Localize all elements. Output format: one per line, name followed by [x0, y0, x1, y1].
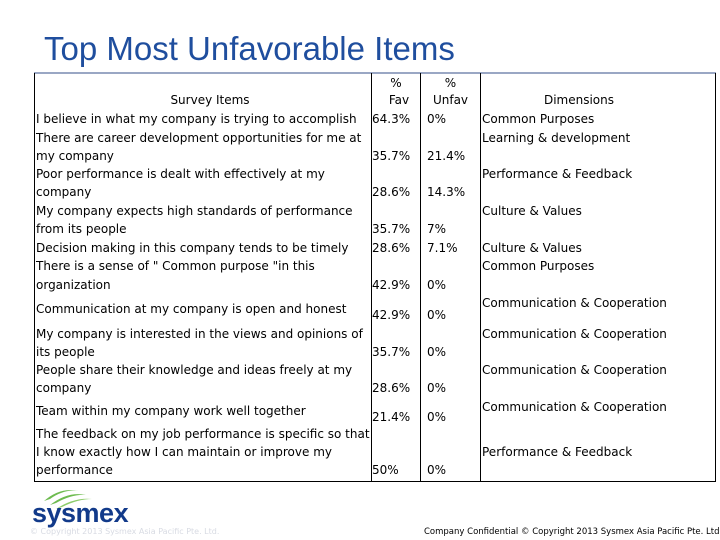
survey-item-text: People share their knowledge and ideas f…: [36, 363, 353, 377]
survey-item-text: its people: [36, 345, 95, 359]
header-fav: Fav: [388, 93, 410, 107]
survey-item-text: Poor performance is dealt with effective…: [36, 167, 325, 181]
logo-wordmark: sysmex: [32, 498, 129, 528]
dimension-text: Culture & Values: [482, 204, 582, 218]
survey-item-text: organization: [36, 278, 111, 292]
fav-value: 42.9%: [372, 308, 411, 322]
survey-item-text: company: [36, 185, 92, 199]
column-divider-unfav-dimensions: [480, 73, 481, 482]
survey-table: [34, 73, 716, 482]
faint-footer-text: © Copyright 2013 Sysmex Asia Pacific Pte…: [30, 527, 220, 536]
fav-value: 28.6%: [372, 381, 411, 395]
fav-value: 28.6%: [372, 185, 411, 199]
unfav-value: 0%: [427, 381, 447, 395]
header-dimensions: Dimensions: [543, 93, 615, 107]
dimension-text: Performance & Feedback: [482, 445, 633, 459]
sysmex-logo-icon: [44, 490, 92, 509]
fav-value: 50%: [372, 463, 399, 477]
dimension-text: Common Purposes: [482, 112, 595, 126]
fav-value: 35.7%: [372, 149, 411, 163]
survey-item-text: I believe in what my company is trying t…: [36, 112, 357, 126]
unfav-value: 0%: [427, 345, 447, 359]
header-survey-items: Survey Items: [170, 93, 250, 107]
slide-title: Top Most Unfavorable Items: [44, 30, 455, 67]
survey-item-text: There is a sense of " Common purpose "in…: [36, 259, 315, 273]
column-divider-fav-unfav: [420, 73, 421, 482]
survey-item-text: I know exactly how I can maintain or imp…: [36, 445, 332, 459]
unfav-value: 0%: [427, 308, 447, 322]
dimension-text: Learning & development: [482, 131, 631, 145]
unfav-value: 0%: [427, 278, 447, 292]
dimension-text: Communication & Cooperation: [482, 363, 667, 377]
header-unfav-percent: %: [444, 76, 457, 90]
survey-item-text: There are career development opportuniti…: [36, 131, 362, 145]
survey-item-text: company: [36, 381, 92, 395]
header-fav-percent: %: [390, 76, 402, 90]
dimension-text: Communication & Cooperation: [482, 400, 667, 414]
fav-value: 42.9%: [372, 278, 411, 292]
unfav-value: 0%: [427, 463, 447, 477]
fav-value: 21.4%: [372, 410, 411, 424]
survey-item-text: Team within my company work well togethe…: [36, 404, 306, 418]
unfav-value: 7.1%: [427, 241, 458, 255]
survey-item-text: Decision making in this company tends to…: [36, 241, 349, 255]
header-unfav: Unfav: [432, 93, 469, 107]
unfav-value: 0%: [427, 112, 447, 126]
unfav-value: 0%: [427, 410, 447, 424]
dimension-text: Performance & Feedback: [482, 167, 633, 181]
dimension-text: Culture & Values: [482, 241, 582, 255]
survey-item-text: my company: [36, 149, 114, 163]
dimension-text: Common Purposes: [482, 259, 595, 273]
fav-value: 35.7%: [372, 222, 411, 236]
column-divider-items-fav: [371, 73, 372, 482]
dimension-text: Communication & Cooperation: [482, 296, 667, 310]
unfav-value: 21.4%: [427, 149, 466, 163]
survey-item-text: from its people: [36, 222, 127, 236]
survey-item-text: My company expects high standards of per…: [36, 204, 353, 218]
survey-item-text: My company is interested in the views an…: [36, 327, 363, 341]
fav-value: 64.3%: [372, 112, 411, 126]
fav-value: 28.6%: [372, 241, 411, 255]
dimension-text: Communication & Cooperation: [482, 327, 667, 341]
title-underline: [34, 72, 716, 74]
fav-value: 35.7%: [372, 345, 411, 359]
survey-item-text: The feedback on my job performance is sp…: [36, 427, 370, 441]
survey-item-text: Communication at my company is open and …: [36, 302, 347, 316]
copyright-footer: Company Confidential © Copyright 2013 Sy…: [424, 527, 720, 537]
survey-item-text: performance: [36, 463, 113, 477]
unfav-value: 7%: [427, 222, 447, 236]
unfav-value: 14.3%: [427, 185, 466, 199]
